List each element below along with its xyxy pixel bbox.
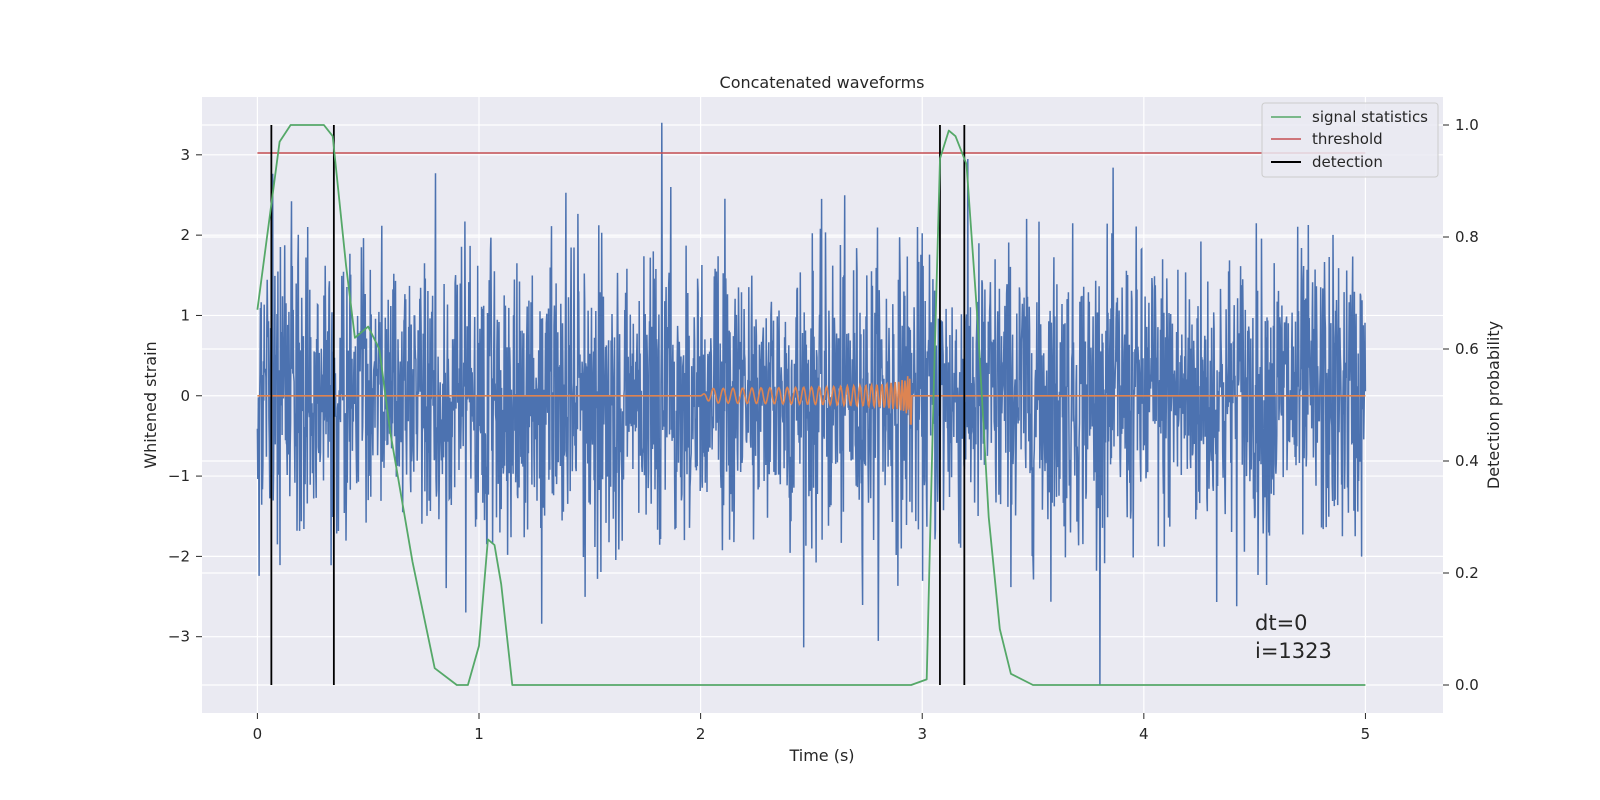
x-tick-label: 2 (696, 725, 706, 743)
legend-label-signal-statistics: signal statistics (1312, 108, 1428, 126)
legend-label-threshold: threshold (1312, 130, 1383, 148)
ticks: 0 1 2 3 4 5 3 2 1 0 −1 −2 −3 1.0 0.8 0.6 0.4 0.2 0.0 (168, 116, 1479, 743)
y-right-tick-label: 0.8 (1455, 228, 1479, 246)
signal-statistics-line (256, 124, 1366, 686)
y-axis-right-label: Detection probability (1484, 321, 1503, 489)
y-left-tick-label: −3 (168, 628, 190, 646)
y-left-tick-label: 0 (180, 387, 190, 405)
annotation-dt: dt=0 (1255, 611, 1308, 635)
y-right-tick-label: 0.2 (1455, 564, 1479, 582)
y-left-tick-label: −1 (168, 467, 190, 485)
x-axis-label: Time (s) (788, 746, 854, 765)
annotation-index: i=1323 (1255, 639, 1332, 663)
y-left-tick-label: −2 (168, 547, 190, 565)
y-left-tick-label: 2 (180, 226, 190, 244)
chart-title: Concatenated waveforms (720, 73, 925, 92)
legend-box (1261, 102, 1439, 178)
y-left-tick-label: 1 (180, 306, 190, 324)
legend-label-detection: detection (1312, 153, 1383, 171)
y-right-tick-label: 0.0 (1455, 676, 1479, 694)
chirp-template-line (257, 376, 1366, 425)
y-right-tick-label: 1.0 (1455, 116, 1479, 134)
plot-lines (256, 122, 1367, 686)
y-right-tick-label: 0.4 (1455, 452, 1479, 470)
strain-noise-line (256, 122, 1367, 685)
x-tick-label: 0 (253, 725, 263, 743)
x-tick-label: 1 (474, 725, 484, 743)
x-tick-label: 3 (917, 725, 927, 743)
x-tick-label: 4 (1139, 725, 1149, 743)
legend: signal statistics threshold detection (1261, 102, 1439, 178)
y-left-tick-label: 3 (180, 146, 190, 164)
y-axis-left-label: Whitened strain (141, 341, 160, 468)
x-tick-label: 5 (1361, 725, 1371, 743)
y-right-tick-label: 0.6 (1455, 340, 1479, 358)
